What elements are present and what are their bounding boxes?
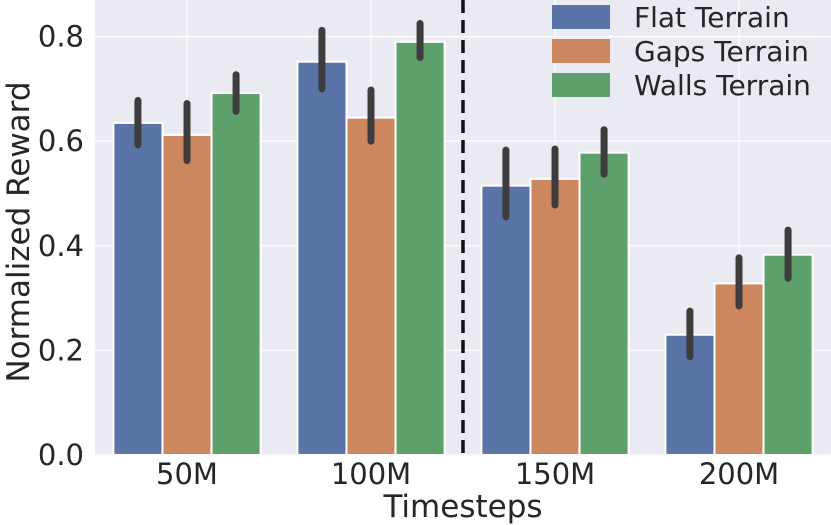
legend-label: Flat Terrain: [634, 1, 790, 34]
y-axis-title: Normalized Reward: [1, 81, 37, 382]
bar: [394, 40, 446, 456]
y-tick-label: 0.4: [38, 229, 84, 263]
legend-swatch: [552, 73, 610, 97]
bar: [161, 133, 213, 456]
x-tick-label: 100M: [331, 457, 411, 491]
y-tick-label: 0.2: [38, 333, 84, 367]
bar: [480, 184, 532, 456]
x-tick-labels: 50M 100M 150M 200M: [156, 457, 779, 491]
bar: [762, 253, 814, 456]
bar: [296, 60, 348, 456]
bars-layer: [112, 40, 814, 457]
x-axis-title: Timesteps: [382, 489, 542, 525]
x-tick-label: 150M: [515, 457, 595, 491]
bar: [345, 116, 397, 456]
bar: [529, 177, 581, 457]
legend-swatch: [552, 5, 610, 29]
y-tick-label: 0.0: [38, 438, 84, 472]
bar: [578, 151, 630, 456]
y-tick-label: 0.8: [38, 20, 84, 54]
error-bars-layer: [134, 20, 792, 361]
legend-swatch: [552, 39, 610, 63]
bar: [210, 92, 262, 457]
x-tick-label: 50M: [156, 457, 218, 491]
bar: [112, 121, 164, 456]
y-tick-label: 0.6: [38, 124, 84, 158]
legend-label: Gaps Terrain: [634, 35, 809, 68]
x-tick-label: 200M: [699, 457, 779, 491]
legend-label: Walls Terrain: [634, 69, 811, 102]
y-tick-labels: 0.0 0.2 0.4 0.6 0.8: [38, 20, 84, 472]
